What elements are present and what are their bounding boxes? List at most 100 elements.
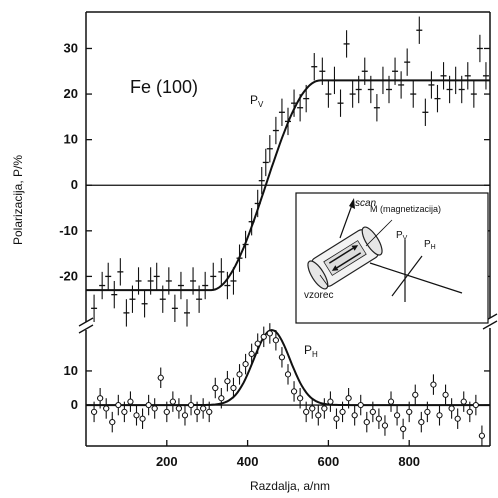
data-point bbox=[315, 405, 322, 426]
data-point bbox=[363, 411, 370, 433]
data-point bbox=[321, 398, 328, 419]
data-point bbox=[375, 408, 382, 429]
point-circle bbox=[187, 401, 195, 409]
data-point bbox=[454, 408, 461, 429]
point-circle bbox=[406, 408, 413, 415]
data-point bbox=[345, 388, 352, 409]
y-tick-label: 0 bbox=[71, 397, 78, 412]
data-point bbox=[290, 381, 298, 402]
data-point bbox=[242, 230, 249, 259]
series-ph bbox=[90, 323, 486, 446]
data-point bbox=[440, 62, 447, 90]
data-point bbox=[218, 258, 225, 286]
data-point bbox=[147, 267, 154, 295]
y-ticks-ph: 0 10 bbox=[64, 363, 490, 412]
data-point bbox=[135, 267, 142, 295]
data-point bbox=[393, 405, 401, 426]
point-circle bbox=[224, 378, 231, 385]
x-tick-label: 200 bbox=[156, 454, 178, 469]
point-circle bbox=[284, 371, 292, 378]
data-point bbox=[436, 405, 443, 426]
data-point bbox=[428, 71, 435, 99]
y-tick-label: 30 bbox=[64, 40, 78, 55]
data-point bbox=[446, 75, 453, 104]
point-circle bbox=[145, 401, 152, 409]
point-circle bbox=[412, 391, 419, 398]
data-point bbox=[478, 425, 486, 446]
point-circle bbox=[266, 330, 273, 337]
point-circle bbox=[206, 408, 213, 415]
data-point bbox=[272, 116, 279, 145]
data-point bbox=[248, 208, 255, 236]
data-point bbox=[175, 398, 183, 419]
data-point bbox=[410, 80, 417, 108]
data-point bbox=[254, 333, 261, 354]
data-point bbox=[303, 84, 310, 113]
point-circle bbox=[393, 412, 401, 419]
data-point bbox=[262, 148, 269, 177]
y-tick-label: 20 bbox=[64, 86, 78, 101]
point-circle bbox=[260, 333, 267, 340]
data-point bbox=[284, 364, 292, 385]
point-circle bbox=[333, 415, 340, 422]
data-point bbox=[422, 98, 429, 126]
data-point bbox=[448, 398, 455, 419]
point-circle bbox=[242, 361, 249, 368]
data-point bbox=[291, 89, 298, 117]
y-tick-label: -20 bbox=[59, 268, 78, 283]
data-point bbox=[319, 57, 326, 85]
point-circle bbox=[381, 422, 389, 429]
point-circle bbox=[315, 412, 322, 419]
data-point bbox=[151, 398, 158, 419]
data-point bbox=[303, 401, 310, 423]
data-point bbox=[369, 401, 376, 423]
pv-label: PV bbox=[250, 93, 264, 109]
data-point bbox=[458, 75, 465, 104]
point-circle bbox=[139, 415, 146, 422]
point-circle bbox=[181, 412, 189, 419]
point-circle bbox=[466, 408, 473, 415]
point-circle bbox=[454, 415, 461, 422]
data-point bbox=[351, 405, 358, 426]
y-tick-label: 10 bbox=[64, 363, 78, 378]
point-circle bbox=[345, 395, 352, 402]
data-point bbox=[476, 34, 483, 63]
data-point bbox=[400, 418, 407, 440]
point-circle bbox=[297, 395, 304, 402]
point-circle bbox=[121, 408, 128, 415]
point-circle bbox=[363, 419, 370, 426]
point-circle bbox=[133, 412, 140, 419]
data-point bbox=[266, 135, 273, 163]
data-point bbox=[242, 353, 249, 375]
x-ticks: 200 400 600 800 bbox=[156, 440, 420, 469]
data-point bbox=[163, 401, 170, 423]
data-point bbox=[190, 267, 197, 295]
data-point bbox=[373, 94, 380, 122]
data-point bbox=[349, 80, 356, 108]
x-tick-label: 600 bbox=[318, 454, 340, 469]
y-tick-label: 10 bbox=[64, 132, 78, 147]
data-point bbox=[97, 388, 104, 409]
data-point bbox=[159, 285, 166, 313]
point-circle bbox=[418, 419, 425, 426]
point-circle bbox=[272, 337, 279, 344]
data-point bbox=[169, 391, 176, 412]
data-point bbox=[406, 401, 413, 423]
data-point bbox=[434, 84, 441, 113]
data-point bbox=[90, 401, 98, 423]
axis-break-left-a bbox=[78, 317, 94, 327]
y-ticks-pv: -20 -10 0 10 20 30 bbox=[59, 40, 490, 283]
data-point bbox=[224, 370, 231, 392]
point-circle bbox=[200, 405, 207, 412]
data-point bbox=[103, 398, 110, 419]
data-point bbox=[381, 415, 389, 436]
point-circle bbox=[212, 384, 219, 392]
data-point bbox=[464, 62, 471, 90]
data-point bbox=[357, 394, 364, 416]
data-point bbox=[109, 411, 116, 433]
scan-arrow bbox=[339, 204, 353, 239]
point-circle bbox=[278, 354, 286, 361]
data-point bbox=[309, 398, 316, 419]
data-point bbox=[452, 66, 459, 95]
beam-line bbox=[369, 262, 463, 294]
